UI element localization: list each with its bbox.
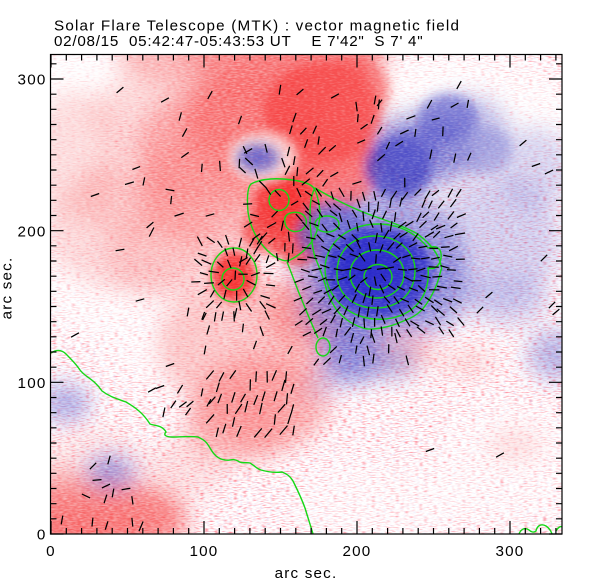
svg-text:0: 0 xyxy=(37,527,47,544)
svg-text:100: 100 xyxy=(190,543,219,560)
svg-text:300: 300 xyxy=(18,72,47,89)
svg-text:02/08/15 05:42:47-05:43:53 UT: 02/08/15 05:42:47-05:43:53 UT E 7'42" S … xyxy=(54,33,423,50)
svg-text:100: 100 xyxy=(18,375,47,392)
svg-text:arc sec.: arc sec. xyxy=(275,565,338,582)
svg-text:200: 200 xyxy=(343,543,372,560)
svg-text:200: 200 xyxy=(18,224,47,241)
svg-text:300: 300 xyxy=(496,543,525,560)
svg-text:Solar Flare Telescope (MTK) :: Solar Flare Telescope (MTK) : vector mag… xyxy=(54,18,460,35)
svg-text:0: 0 xyxy=(46,543,56,560)
svg-text:arc sec.: arc sec. xyxy=(0,257,16,320)
